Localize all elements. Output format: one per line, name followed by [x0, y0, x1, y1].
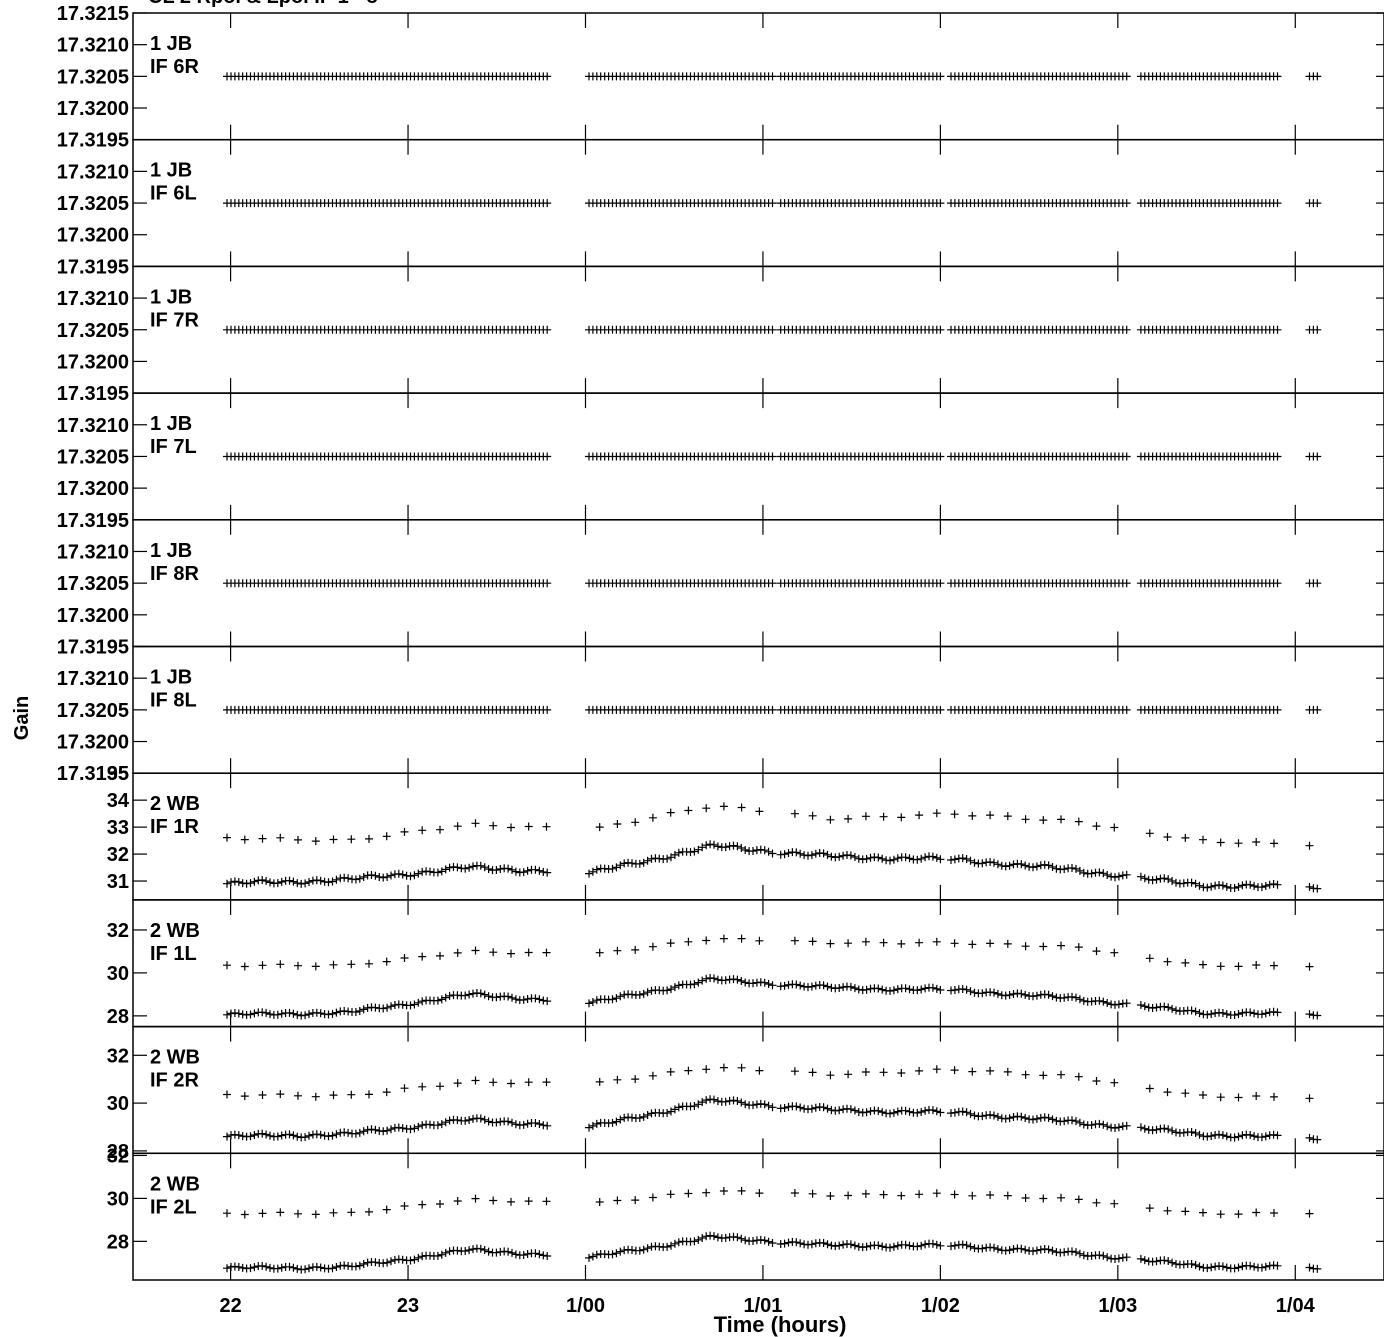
- y-tick-label: 17.3195: [57, 383, 129, 405]
- y-axis-label: Gain: [11, 696, 33, 740]
- y-tick-label: 30: [107, 1093, 129, 1115]
- data-points: [223, 325, 1322, 334]
- panel-if-label: IF 1R: [150, 816, 199, 838]
- panel-if-label: IF 6L: [150, 183, 197, 205]
- y-tick-label: 17.3210: [57, 541, 129, 563]
- panel-antenna-label: 2 WB: [150, 920, 200, 942]
- y-tick-label: 32: [107, 844, 129, 866]
- y-tick-label: 17.3205: [57, 193, 129, 215]
- data-points: [223, 1186, 1322, 1274]
- panel-frame: [132, 1152, 1384, 1281]
- y-tick-label: 17.3210: [57, 288, 129, 310]
- x-tick-label: 1/00: [566, 1295, 605, 1317]
- panel-antenna-label: 1 JB: [150, 286, 192, 308]
- y-tick-label: 33: [107, 817, 129, 839]
- y-tick-label: 17.3210: [57, 35, 129, 57]
- x-tick-label: 1/03: [1098, 1295, 1137, 1317]
- x-tick-label: 1/02: [921, 1295, 960, 1317]
- y-tick-label: 30: [107, 963, 129, 985]
- panel-antenna-label: 1 JB: [150, 413, 192, 435]
- data-points: [223, 934, 1322, 1020]
- y-tick-label: 17.3200: [57, 605, 129, 627]
- y-tick-label: 17.3195: [57, 130, 129, 152]
- y-tick-label: 34: [107, 790, 130, 812]
- x-tick-label: 23: [397, 1295, 419, 1317]
- panel-frame: [132, 899, 1384, 1028]
- panel-antenna-label: 1 JB: [150, 160, 192, 182]
- y-tick-label: 17.3200: [57, 351, 129, 373]
- data-points: [223, 802, 1322, 893]
- y-tick-label: 17.3210: [57, 161, 129, 183]
- data-points: [223, 705, 1322, 714]
- y-tick-label: 35: [107, 763, 129, 785]
- panel-if-label: IF 8R: [150, 563, 199, 585]
- y-tick-label: 32: [107, 920, 129, 942]
- y-tick-label: 17.3195: [57, 510, 129, 532]
- panel-if-6r: 17.3215 17.3210 17.3205 17.3200 17.3195 1 JBI…: [57, 3, 1384, 152]
- panel-antenna-label: 1 JB: [150, 33, 192, 55]
- y-tick-label: 17.3210: [57, 668, 129, 690]
- y-tick-label: 30: [107, 1188, 129, 1210]
- panel-if-label: IF 1L: [150, 943, 197, 965]
- y-tick-label: 17.3200: [57, 478, 129, 500]
- y-tick-label: 17.3205: [57, 700, 129, 722]
- y-tick-label: 32: [107, 1145, 129, 1167]
- x-tick-label: 22: [219, 1295, 241, 1317]
- y-tick-label: 17.3195: [57, 637, 129, 659]
- y-tick-label: 17.3205: [57, 66, 129, 88]
- panel-antenna-label: 2 WB: [150, 1173, 200, 1195]
- y-tick-label: 28: [107, 1231, 129, 1253]
- chart-title: CL 2 Rpol & Lpol IF 1 - 8: [148, 0, 378, 8]
- panel-antenna-label: 2 WB: [150, 793, 200, 815]
- x-tick-labels: 22 23 1/00 1/01 1/02 1/03 1/04: [219, 1295, 1315, 1317]
- data-points: [223, 1063, 1322, 1144]
- x-tick-label: 1/01: [743, 1295, 782, 1317]
- y-tick-label: 17.3205: [57, 573, 129, 595]
- panel-if-label: IF 7R: [150, 309, 199, 331]
- y-tick-label: 28: [107, 1141, 129, 1163]
- data-points: [223, 72, 1322, 81]
- y-tick-label: 31: [107, 871, 129, 893]
- panel-antenna-label: 2 WB: [150, 1047, 200, 1069]
- data-points: [223, 452, 1322, 461]
- y-tick-label: 32: [107, 1045, 129, 1067]
- y-tick-label: 17.3200: [57, 732, 129, 754]
- y-tick-label: 17.3205: [57, 320, 129, 342]
- panel-if-label: IF 8L: [150, 690, 197, 712]
- panel-antenna-label: 1 JB: [150, 540, 192, 562]
- panel-antenna-label: 1 JB: [150, 667, 192, 689]
- y-tick-label: 17.3210: [57, 415, 129, 437]
- data-points: [223, 579, 1322, 588]
- y-tick-label: 17.3215: [57, 3, 129, 25]
- y-tick-label: 17.3205: [57, 446, 129, 468]
- y-tick-label: 17.3195: [57, 763, 129, 785]
- panel-if-label: IF 6R: [150, 56, 199, 78]
- panel-if-label: IF 7L: [150, 436, 197, 458]
- y-tick-label: 28: [107, 1006, 129, 1028]
- y-tick-label: 17.3200: [57, 225, 129, 247]
- x-tick-label: 1/04: [1276, 1295, 1316, 1317]
- y-tick-label: 17.3195: [57, 256, 129, 278]
- panel-if-label: IF 2L: [150, 1196, 197, 1218]
- panel-if-label: IF 2R: [150, 1070, 199, 1092]
- x-axis-label: Time (hours): [714, 1312, 847, 1337]
- data-points: [223, 199, 1322, 208]
- y-tick-label: 17.3200: [57, 98, 129, 120]
